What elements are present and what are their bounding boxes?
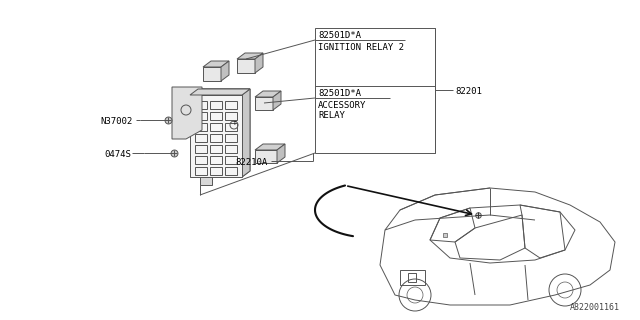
- Bar: [210, 167, 222, 175]
- Polygon shape: [237, 53, 263, 59]
- Polygon shape: [242, 89, 250, 177]
- Bar: [408, 273, 416, 282]
- Bar: [195, 167, 207, 175]
- Polygon shape: [203, 61, 229, 67]
- Polygon shape: [273, 91, 281, 110]
- Bar: [195, 123, 207, 131]
- Polygon shape: [255, 144, 285, 150]
- Bar: [225, 123, 237, 131]
- Bar: [255, 97, 273, 110]
- Bar: [210, 145, 222, 153]
- Bar: [190, 95, 242, 177]
- Polygon shape: [190, 89, 250, 95]
- Text: 82210A: 82210A: [235, 158, 268, 167]
- Bar: [203, 67, 221, 81]
- Polygon shape: [190, 89, 250, 95]
- Bar: [315, 28, 435, 153]
- Text: T: T: [233, 121, 237, 125]
- Bar: [210, 101, 222, 109]
- Bar: [195, 156, 207, 164]
- Bar: [400, 270, 425, 285]
- Bar: [210, 156, 222, 164]
- Bar: [210, 123, 222, 131]
- Text: 82501D*A: 82501D*A: [318, 89, 361, 98]
- Bar: [195, 134, 207, 142]
- Polygon shape: [255, 91, 281, 97]
- Bar: [225, 101, 237, 109]
- Bar: [195, 112, 207, 120]
- Polygon shape: [277, 144, 285, 163]
- Bar: [225, 134, 237, 142]
- Text: ACCESSORY: ACCESSORY: [318, 101, 366, 110]
- Text: RELAY: RELAY: [318, 111, 345, 120]
- Polygon shape: [190, 89, 250, 177]
- Bar: [225, 167, 237, 175]
- Bar: [225, 156, 237, 164]
- Bar: [210, 134, 222, 142]
- Bar: [255, 150, 277, 163]
- Text: IGNITION RELAY 2: IGNITION RELAY 2: [318, 43, 404, 52]
- Bar: [225, 145, 237, 153]
- Bar: [195, 101, 207, 109]
- Text: N37002: N37002: [100, 117, 132, 126]
- Bar: [237, 59, 255, 73]
- Bar: [225, 112, 237, 120]
- Bar: [200, 177, 212, 185]
- Bar: [210, 112, 222, 120]
- Text: A822001161: A822001161: [570, 303, 620, 312]
- Text: 0474S: 0474S: [104, 150, 131, 159]
- Polygon shape: [172, 87, 202, 139]
- Text: 82201: 82201: [455, 87, 482, 96]
- Polygon shape: [221, 61, 229, 81]
- Text: 82501D*A: 82501D*A: [318, 31, 361, 40]
- Bar: [195, 145, 207, 153]
- Polygon shape: [255, 53, 263, 73]
